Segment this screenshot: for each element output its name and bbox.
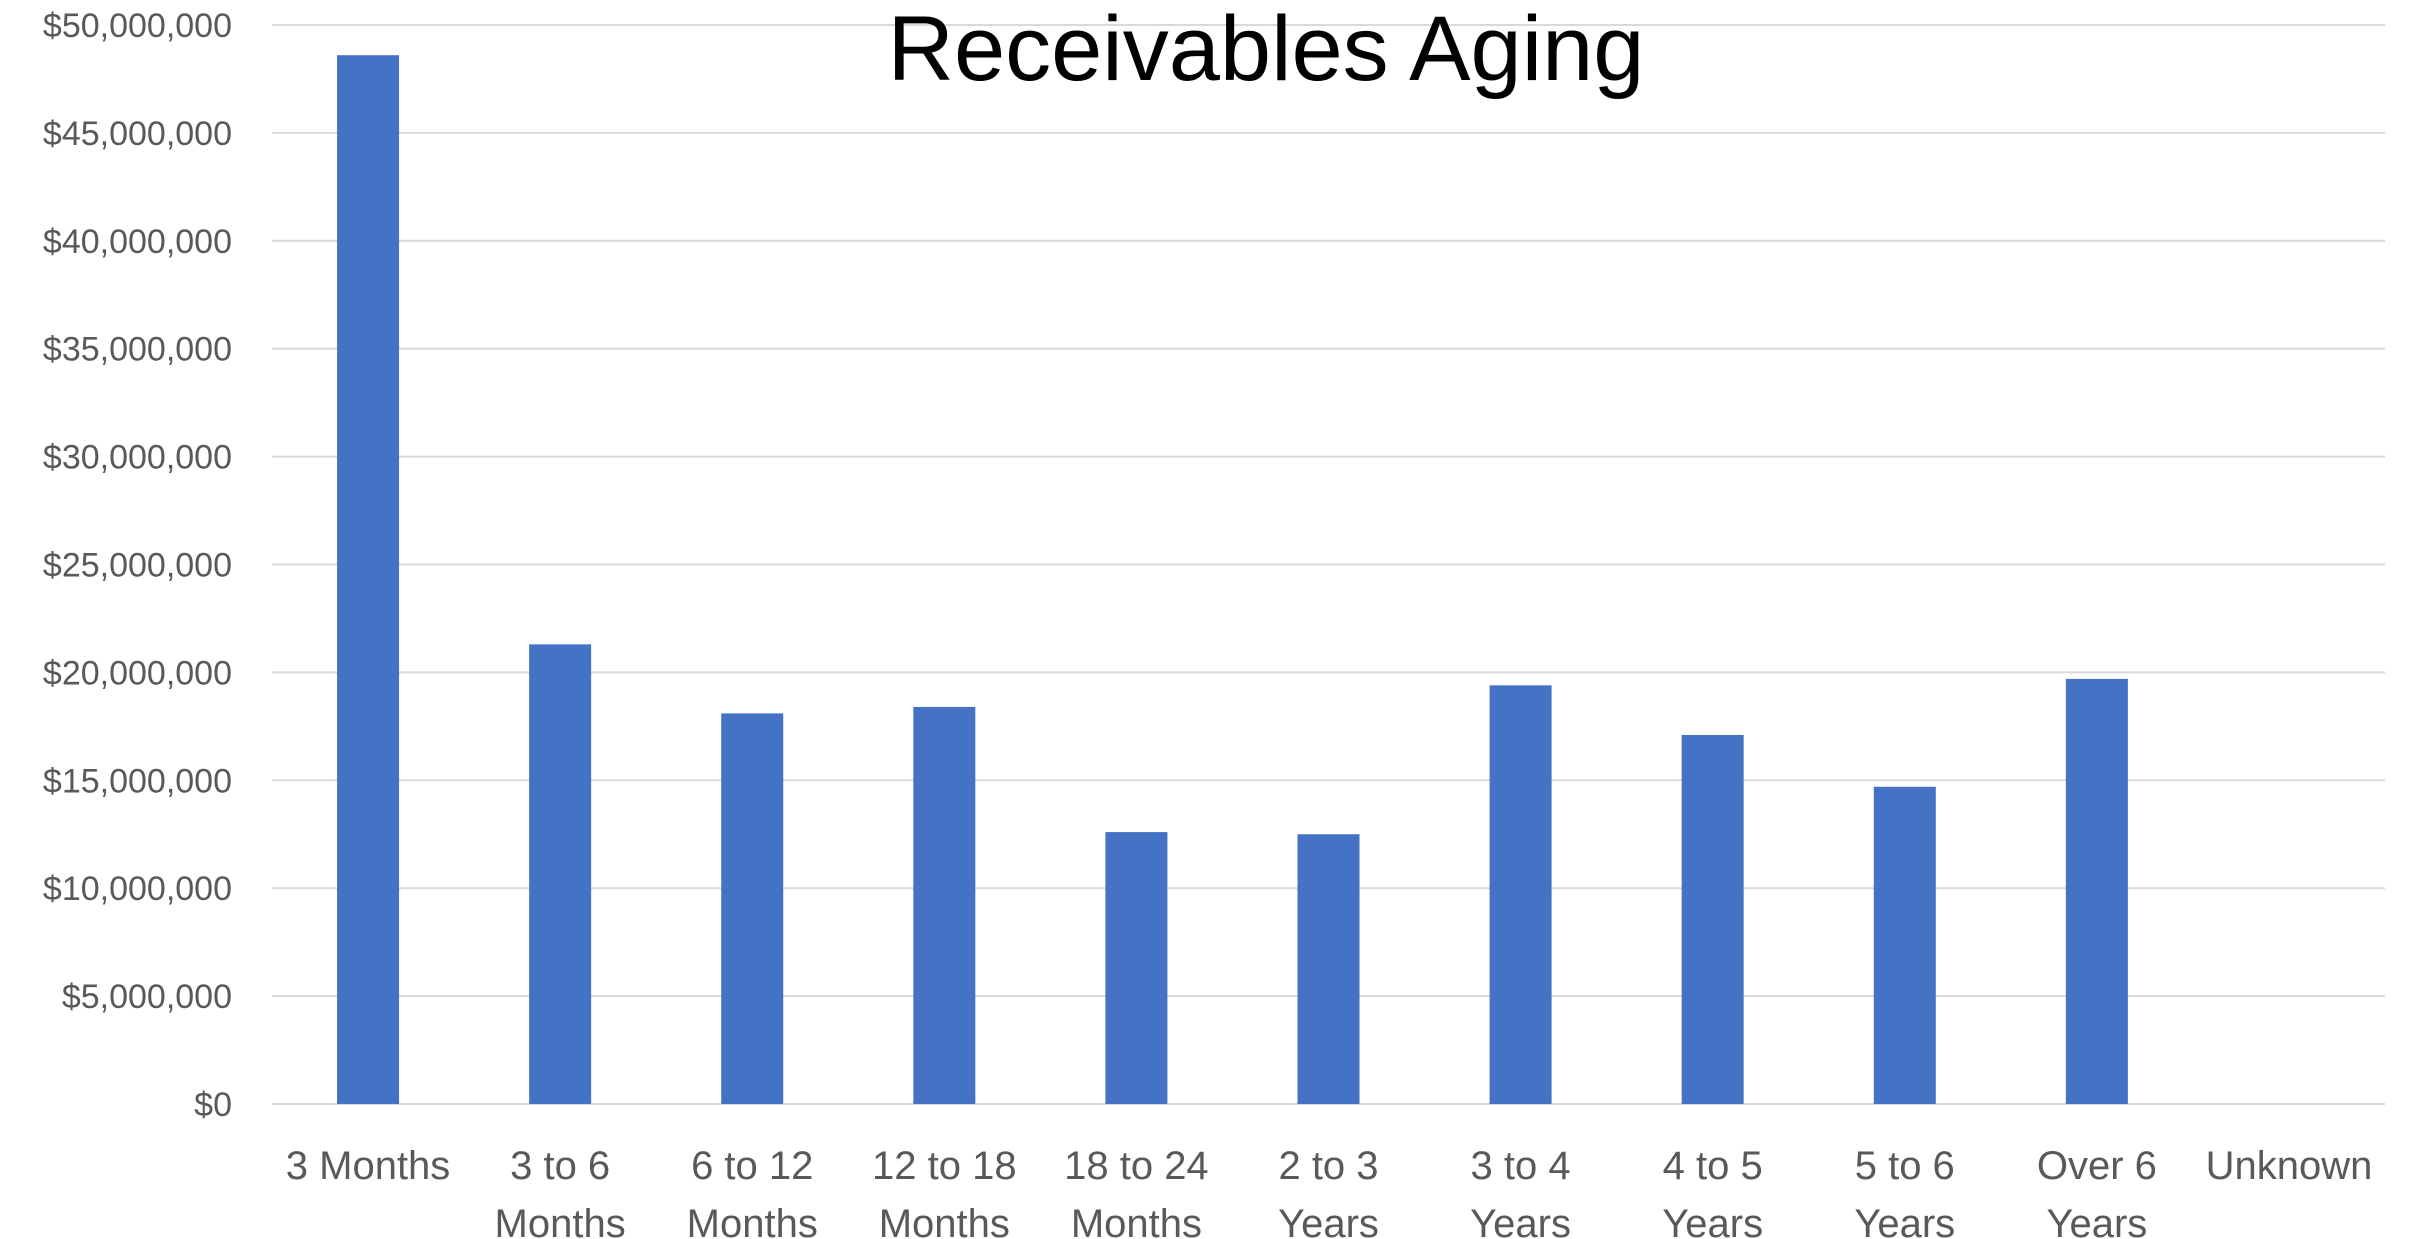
bars — [337, 55, 2128, 1104]
bar — [337, 55, 400, 1104]
y-tick-label: $45,000,000 — [43, 115, 232, 153]
bar — [721, 713, 784, 1104]
bar — [1873, 786, 1936, 1104]
x-axis-tick-labels: 3 Months 3 to 6 Months 6 to 12 Months 12 to 1… — [286, 1144, 2373, 1239]
y-tick-label: $20,000,000 — [43, 654, 232, 692]
x-tick-label: 12 to 18 Months — [872, 1144, 1017, 1239]
y-tick-label: $35,000,000 — [43, 331, 232, 369]
x-tick-label: 5 to 6 Years — [1854, 1144, 1955, 1239]
x-tick-label: 2 to 3 Years — [1278, 1144, 1379, 1239]
chart-title: Receivables Aging — [888, 0, 1645, 100]
bar — [1681, 734, 1744, 1104]
bar — [1105, 832, 1168, 1104]
y-tick-label: $5,000,000 — [62, 978, 232, 1016]
y-tick-label: $15,000,000 — [43, 762, 232, 800]
y-tick-label: $30,000,000 — [43, 439, 232, 477]
bar — [1297, 834, 1360, 1104]
bar — [1489, 685, 1552, 1104]
x-tick-label: 6 to 12 Months — [687, 1144, 818, 1239]
gridlines — [272, 24, 2385, 1105]
x-tick-label: 3 to 6 Months — [495, 1144, 626, 1239]
y-axis-tick-labels: $0 $5,000,000 $10,000,000 $15,000,000 $20,00… — [43, 7, 232, 1124]
y-tick-label: $10,000,000 — [43, 870, 232, 908]
x-tick-label: 3 Months — [286, 1144, 451, 1188]
x-tick-label: Over 6 Years — [2037, 1144, 2157, 1239]
bar — [529, 644, 592, 1104]
y-tick-label: $40,000,000 — [43, 223, 232, 261]
bar — [2065, 678, 2128, 1104]
y-tick-label: $50,000,000 — [43, 7, 232, 45]
x-tick-label: Unknown — [2206, 1144, 2373, 1188]
x-tick-label: 4 to 5 Years — [1662, 1144, 1763, 1239]
y-tick-label: $0 — [194, 1086, 232, 1124]
x-tick-label: 18 to 24 Months — [1064, 1144, 1209, 1239]
x-tick-label: 3 to 4 Years — [1470, 1144, 1571, 1239]
bar — [913, 706, 976, 1104]
y-tick-label: $25,000,000 — [43, 547, 232, 585]
